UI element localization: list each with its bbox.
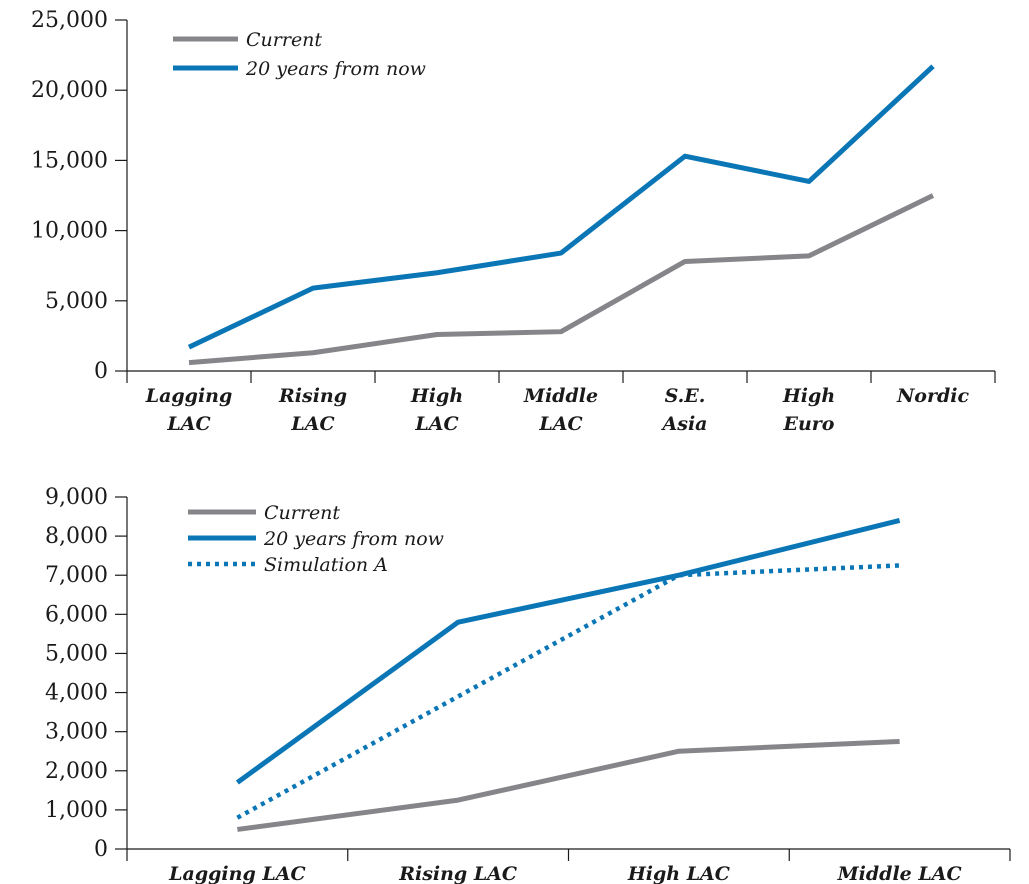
legend-label: 20 years from now (263, 528, 444, 550)
chart-1: 0 5,000 10,000 15,000 20,000 25,000 Lagging LAC… (31, 8, 996, 435)
legend-label: Current (246, 29, 322, 51)
legend-label: 20 years from now (245, 58, 426, 80)
x-tick-label: Nordic (896, 385, 970, 407)
y-tick-label: 6,000 (45, 602, 108, 627)
x-tick-label: Rising LAC (278, 385, 347, 435)
y-tick-label: 5,000 (45, 289, 108, 314)
y-tick-label: 0 (94, 359, 108, 384)
legend-label: Current (264, 502, 340, 524)
y-tick-label: 20,000 (31, 78, 108, 103)
series-line-3 (236, 563, 900, 820)
y-tick-label: 10,000 (31, 219, 108, 244)
y-tick-label: 25,000 (31, 8, 108, 33)
y-tick-label: 5,000 (45, 641, 108, 666)
legend-label: Simulation A (264, 554, 388, 576)
x-tick-label: High Euro (782, 385, 835, 435)
y-tick-label: 1,000 (45, 798, 108, 823)
y-tick-label: 8,000 (45, 524, 108, 549)
y-tick-label: 3,000 (45, 720, 108, 745)
x-tick-label: Lagging LAC (168, 863, 305, 884)
y-tick-label: 4,000 (45, 681, 108, 706)
series-line-1 (188, 193, 935, 366)
x-tick-label: S.E. Asia (661, 385, 708, 435)
series-line-1 (237, 738, 900, 832)
y-tick-label: 2,000 (45, 759, 108, 784)
y-tick-label: 7,000 (45, 563, 108, 588)
series-line-2 (187, 64, 935, 350)
x-tick-label: Rising LAC (398, 863, 517, 884)
y-tick-label: 9,000 (45, 485, 108, 510)
y-tick-label: 0 (94, 837, 108, 862)
chart-2: 0 1,000 2,000 3,000 4,000 5,000 6,000 7,000 8,00… (45, 485, 1011, 884)
y-tick-label: 15,000 (31, 148, 108, 173)
x-tick-label: Middle LAC (523, 385, 598, 435)
x-tick-label: High LAC (410, 385, 463, 435)
x-tick-label: Lagging LAC (145, 385, 233, 435)
x-tick-label: High LAC (627, 863, 730, 884)
series-line-2 (235, 518, 901, 785)
x-tick-label: Middle LAC (837, 863, 962, 884)
